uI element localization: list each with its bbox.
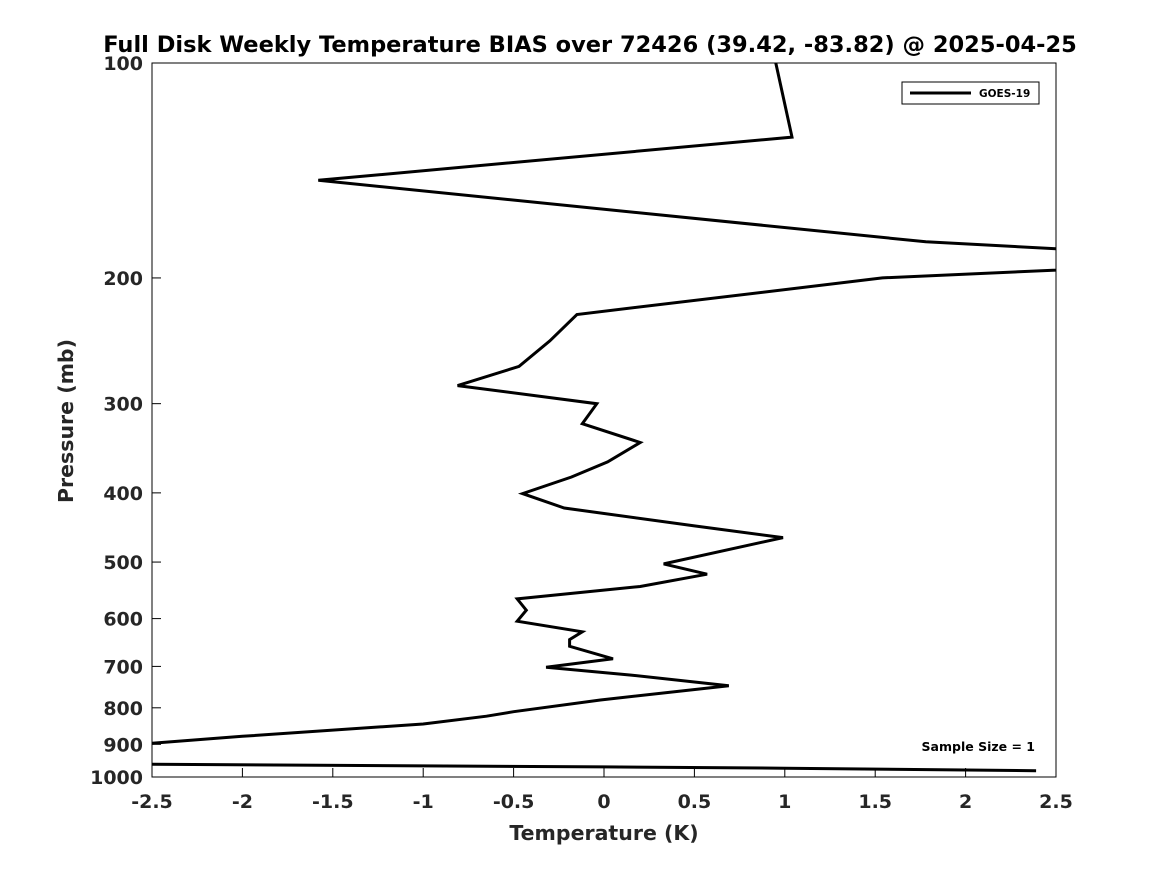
- series-line-goes-19: [152, 63, 1056, 773]
- chart-title: Full Disk Weekly Temperature BIAS over 7…: [103, 32, 1077, 58]
- legend-label-goes-19: GOES-19: [979, 88, 1030, 100]
- y-tick-label: 500: [103, 552, 143, 574]
- x-tick-label: 1.5: [858, 791, 892, 813]
- y-tick-label: 200: [103, 268, 143, 290]
- x-tick-label: -2: [232, 791, 253, 813]
- x-tick-label: -1: [413, 791, 434, 813]
- x-tick-label: -2.5: [131, 791, 173, 813]
- y-axis: 100 200 300 400 500 600 700 800 900 1000: [90, 53, 161, 789]
- y-tick-label: 800: [103, 698, 143, 720]
- y-tick-label: 900: [103, 734, 143, 756]
- x-axis-title: Temperature (K): [509, 821, 698, 845]
- y-tick-label: 300: [103, 394, 143, 416]
- x-tick-label: -0.5: [493, 791, 535, 813]
- x-tick-label: 0: [597, 791, 610, 813]
- y-tick-label: 1000: [90, 767, 143, 789]
- plot-area-frame: [151, 62, 1057, 778]
- x-tick-label: -1.5: [312, 791, 354, 813]
- sample-size-annotation: Sample Size = 1: [922, 739, 1035, 754]
- y-axis-title: Pressure (mb): [54, 339, 78, 503]
- y-tick-label: 700: [103, 656, 143, 678]
- y-tick-label: 100: [103, 53, 143, 75]
- legend: GOES-19: [901, 81, 1040, 105]
- x-tick-label: 1: [778, 791, 791, 813]
- y-tick-label: 600: [103, 609, 143, 631]
- x-tick-label: 2: [959, 791, 972, 813]
- x-tick-label: 0.5: [678, 791, 712, 813]
- x-axis: -2.5 -2 -1.5 -1 -0.5 0 0.5 1 1.5 2 2.5: [131, 768, 1073, 813]
- x-tick-label: 2.5: [1039, 791, 1073, 813]
- y-tick-label: 400: [103, 483, 143, 505]
